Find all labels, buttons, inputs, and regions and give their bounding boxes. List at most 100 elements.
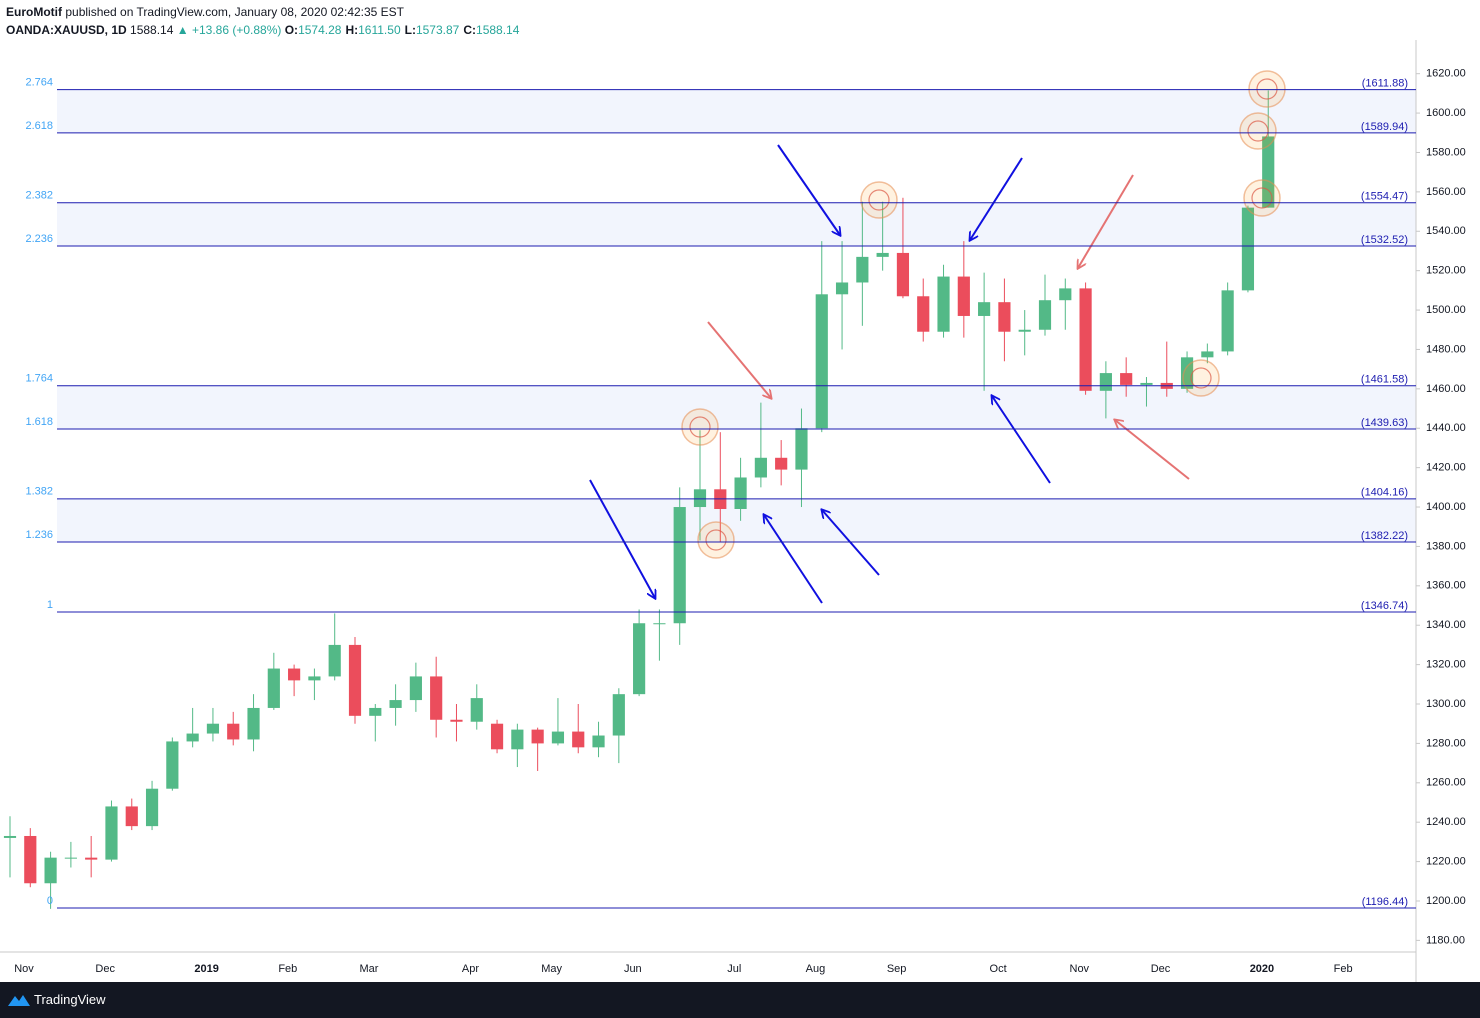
footer: TradingView <box>0 982 1480 1018</box>
fib-price: (1439.63) <box>1361 417 1408 429</box>
highlight-circle <box>1182 359 1220 397</box>
candle-body <box>612 694 625 736</box>
candle-body <box>24 835 37 884</box>
x-tick-label: Dec <box>1151 963 1171 975</box>
highlight-ring <box>1247 120 1269 142</box>
fib-price: (1532.52) <box>1361 234 1408 246</box>
candle-body <box>3 835 17 838</box>
y-tick-label: 1340.00 <box>1426 619 1466 631</box>
x-tick-label: 2019 <box>194 963 218 975</box>
candle-body <box>470 698 483 722</box>
fib-ratio: 0 <box>47 895 53 907</box>
highlight-ring <box>689 416 711 438</box>
candle-body <box>754 457 767 478</box>
arrow <box>1078 174 1134 268</box>
y-tick-label: 1240.00 <box>1426 816 1466 828</box>
candle-body <box>247 707 260 740</box>
candle-body <box>227 723 240 740</box>
fib-price: (1404.16) <box>1361 487 1408 499</box>
candle-body <box>1038 300 1052 330</box>
ohlc-value: 1611.50 <box>358 23 401 37</box>
x-tick-label: Sep <box>887 963 907 975</box>
fib-band <box>57 202 1416 246</box>
x-tick-label: Apr <box>462 963 479 975</box>
fib-ratio: 1.618 <box>25 416 53 428</box>
candle-body <box>531 729 544 744</box>
fib-ratio: 1.236 <box>25 529 53 541</box>
y-tick-label: 1500.00 <box>1426 304 1466 316</box>
fib-ratio: 1.382 <box>25 486 53 498</box>
arrow <box>589 479 655 598</box>
candle-body <box>1059 288 1072 301</box>
last: 1588.14 <box>130 23 174 37</box>
ohlc: O:1574.28 H:1611.50 L:1573.87 C:1588.14 <box>285 23 524 37</box>
fib-price: (1196.44) <box>1362 896 1408 908</box>
candle-body <box>1241 207 1255 291</box>
fib-band <box>57 89 1416 133</box>
candle-body <box>633 623 646 695</box>
candle-body <box>835 282 849 295</box>
x-tick-label: Oct <box>990 963 1007 975</box>
highlight-circle <box>1248 70 1286 108</box>
candle-body <box>328 644 341 677</box>
candle-body <box>937 276 950 332</box>
candle-body <box>44 857 57 884</box>
highlight-ring <box>1190 367 1212 389</box>
candle-body <box>917 296 930 332</box>
y-tick-label: 1280.00 <box>1426 737 1466 749</box>
x-tick-label: Jun <box>624 963 642 975</box>
fib-ratio: 2.618 <box>25 120 53 132</box>
ohlc-value: 1588.14 <box>476 23 520 37</box>
candle-body <box>450 719 463 722</box>
brand[interactable]: TradingView <box>34 992 106 1007</box>
candle-body <box>815 294 828 429</box>
candle-body <box>308 676 321 681</box>
candle-body <box>64 857 77 859</box>
candle-body <box>409 676 422 701</box>
candle-body <box>775 457 788 470</box>
candle-body <box>734 477 747 510</box>
y-tick-label: 1260.00 <box>1426 777 1466 789</box>
x-tick-label: 2020 <box>1250 963 1274 975</box>
arrow <box>777 144 840 235</box>
candle-body <box>511 729 524 750</box>
fib-band <box>57 385 1416 429</box>
candle-body <box>389 700 402 708</box>
ohlc-key: O: <box>284 23 299 37</box>
fib-price: (1382.22) <box>1361 530 1408 542</box>
y-tick-label: 1300.00 <box>1426 698 1466 710</box>
x-tick-label: May <box>541 963 562 975</box>
highlight-ring <box>868 189 890 211</box>
y-tick-label: 1380.00 <box>1426 540 1466 552</box>
candle-body <box>1140 382 1153 385</box>
arrow <box>764 515 823 604</box>
y-tick-label: 1600.00 <box>1426 107 1466 119</box>
candle-body <box>998 302 1011 332</box>
published: published on TradingView.com, January 08… <box>65 5 405 19</box>
candle-body <box>206 723 220 734</box>
y-tick-label: 1580.00 <box>1426 146 1466 158</box>
highlight-ring <box>705 529 727 551</box>
y-tick-label: 1200.00 <box>1426 895 1466 907</box>
header: EuroMotif published on TradingView.com, … <box>6 3 523 39</box>
candle-body <box>369 707 382 716</box>
y-tick-label: 1220.00 <box>1426 855 1466 867</box>
candle-body <box>978 302 991 316</box>
fib-price: (1554.47) <box>1361 191 1408 203</box>
ohlc-key: H: <box>345 23 359 37</box>
logo[interactable] <box>7 992 31 1008</box>
arrow <box>1115 420 1190 480</box>
y-tick-label: 1360.00 <box>1426 580 1466 592</box>
fib-price: (1589.94) <box>1361 121 1408 133</box>
y-tick-label: 1320.00 <box>1426 659 1466 671</box>
highlight-circle <box>697 521 735 559</box>
x-tick-label: Mar <box>360 963 379 975</box>
x-tick-label: Jul <box>727 963 741 975</box>
author[interactable]: EuroMotif <box>6 5 62 19</box>
candle-body <box>267 668 280 708</box>
y-tick-label: 1540.00 <box>1426 225 1466 237</box>
candle-body <box>125 806 138 827</box>
candle-body <box>186 733 199 742</box>
highlight-circle <box>1243 179 1281 217</box>
candle-body <box>145 788 159 827</box>
